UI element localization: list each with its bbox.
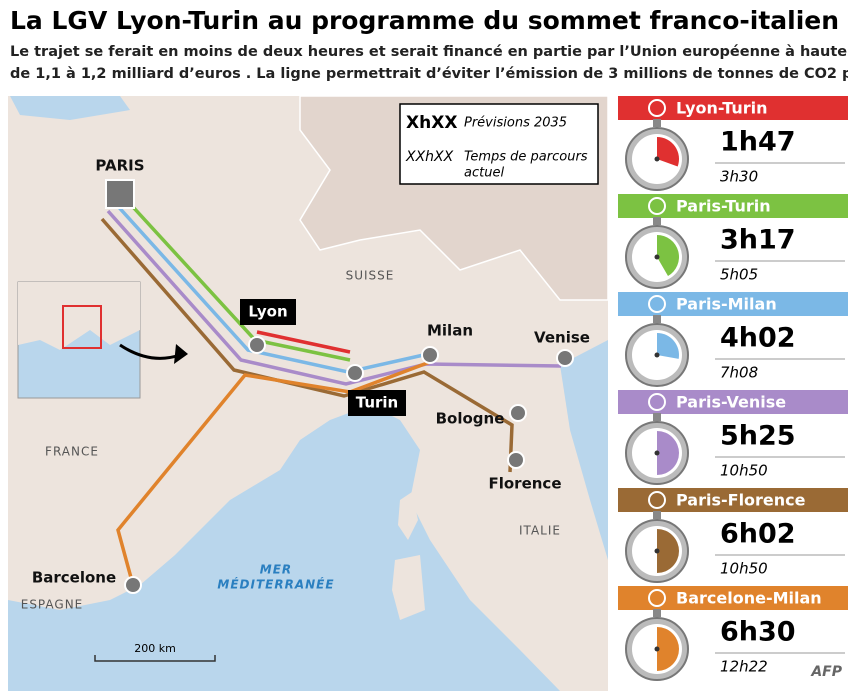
watch-crown xyxy=(653,119,661,127)
city-label: Venise xyxy=(534,329,590,347)
route-name: Lyon-Turin xyxy=(676,99,768,118)
watch-sector xyxy=(657,431,679,475)
current-time: 12h22 xyxy=(720,658,768,676)
city-label: Barcelone xyxy=(32,569,116,587)
legend-code: XhXX xyxy=(406,113,457,133)
watch-hub xyxy=(654,254,660,260)
title: La LGV Lyon-Turin au programme du sommet… xyxy=(10,6,839,35)
legend-label: Temps de parcours xyxy=(464,150,588,165)
watch-crown xyxy=(653,413,661,421)
route-name: Paris-Milan xyxy=(676,295,777,314)
watch-crown xyxy=(653,315,661,323)
watch-crown xyxy=(653,217,661,225)
travel-times: Lyon-Turin 1h47 3h30 Paris-Turin 3h17 5h05 Par… xyxy=(618,96,848,681)
sea-label: MÉDITERRANÉE xyxy=(217,577,334,592)
watch-crown xyxy=(653,511,661,519)
watch-sector xyxy=(657,235,679,277)
watch-crown xyxy=(653,609,661,617)
forecast-time: 5h25 xyxy=(720,421,796,452)
current-time: 7h08 xyxy=(720,364,758,382)
forecast-time: 6h30 xyxy=(720,617,796,648)
city-markers xyxy=(105,179,574,594)
region-label: ESPAGNE xyxy=(21,598,84,612)
region-label: FRANCE xyxy=(45,445,99,459)
credit: AFP xyxy=(810,664,842,680)
city-label: Milan xyxy=(427,322,473,340)
region-label: SUISSE xyxy=(346,269,395,283)
header-icon xyxy=(648,295,666,313)
route-name: Barcelone-Milan xyxy=(676,589,822,608)
route-name: Paris-Florence xyxy=(676,491,806,510)
city-label: Turin xyxy=(356,394,398,412)
current-time: 3h30 xyxy=(720,168,758,186)
watch-sector xyxy=(657,137,679,167)
watch-sector xyxy=(657,627,679,671)
legend-label: Prévisions 2035 xyxy=(464,116,567,131)
legend-code: XXhXX xyxy=(405,149,454,165)
forecast-time: 4h02 xyxy=(720,323,796,354)
route-name: Paris-Turin xyxy=(676,197,771,216)
header-icon xyxy=(648,393,666,411)
watch-hub xyxy=(654,548,660,554)
current-time: 5h05 xyxy=(720,266,758,284)
route-name: Paris-Venise xyxy=(676,393,786,412)
forecast-time: 6h02 xyxy=(720,519,796,550)
scale-bar xyxy=(94,655,216,662)
watch-sector xyxy=(657,529,679,573)
legend: XhXX Prévisions 2035 XXhXX Temps de parc… xyxy=(399,103,599,185)
watch-hub xyxy=(654,156,660,162)
current-time: 10h50 xyxy=(720,560,768,578)
watch-hub xyxy=(654,450,660,456)
header-icon xyxy=(648,491,666,509)
subtitle: Le trajet se ferait en moins de deux heu… xyxy=(10,44,848,60)
forecast-time: 3h17 xyxy=(720,225,796,256)
scale-label: 200 km xyxy=(134,642,176,655)
city-label: Bologne xyxy=(436,410,505,428)
sea-label: MER xyxy=(260,563,292,577)
rail-lines xyxy=(100,193,562,586)
header-icon xyxy=(648,197,666,215)
city-label: Lyon xyxy=(248,303,287,321)
watch-sector xyxy=(657,333,679,359)
legend-label: actuel xyxy=(464,166,504,181)
subtitle: de 1,1 à 1,2 milliard d’euros . La ligne… xyxy=(10,66,848,82)
city-label: Florence xyxy=(488,475,561,493)
header-icon xyxy=(648,99,666,117)
watch-hub xyxy=(654,646,660,652)
forecast-time: 1h47 xyxy=(720,127,796,158)
region-label: ITALIE xyxy=(519,524,561,538)
city-label: PARIS xyxy=(95,157,144,175)
current-time: 10h50 xyxy=(720,462,768,480)
header-icon xyxy=(648,589,666,607)
watch-hub xyxy=(654,352,660,358)
inset-map xyxy=(17,281,188,399)
